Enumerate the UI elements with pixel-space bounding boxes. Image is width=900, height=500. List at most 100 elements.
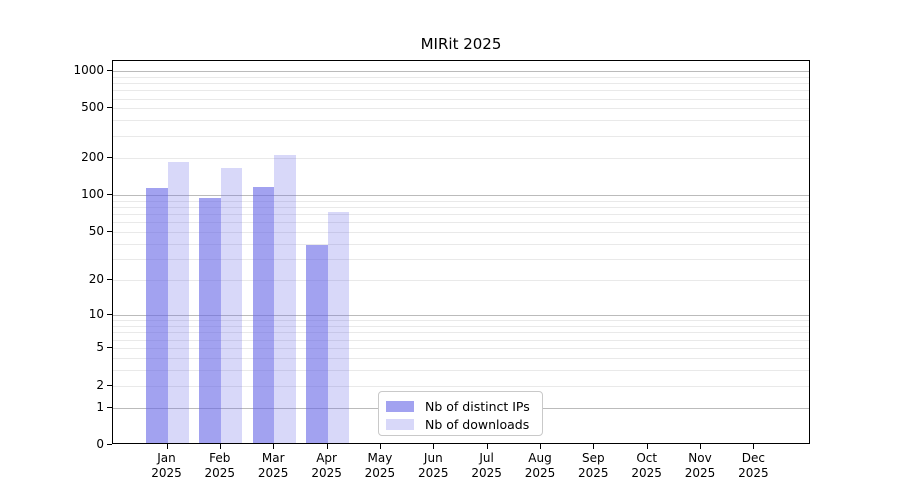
x-tick-label-aug: Aug 2025 [510, 451, 570, 481]
x-tick-year: 2025 [418, 466, 449, 480]
x-tick-label-nov: Nov 2025 [670, 451, 730, 481]
gridline-minor [113, 222, 809, 224]
gridline-minor [113, 332, 809, 334]
x-tick-month: Apr [316, 451, 337, 465]
x-tick-month: Nov [688, 451, 712, 465]
bar-downloads-feb [220, 167, 243, 443]
x-tick-month: Sep [581, 451, 605, 465]
gridline-major [113, 70, 809, 72]
y-tick-mark [107, 279, 112, 281]
y-tick-mark [107, 406, 112, 408]
x-tick-label-mar: Mar 2025 [243, 451, 303, 481]
gridline-minor [113, 339, 809, 341]
x-tick-year: 2025 [578, 466, 609, 480]
legend-entry-distinct-ips: Nb of distinct IPs [386, 397, 534, 415]
x-tick-year: 2025 [738, 466, 769, 480]
x-tick-year: 2025 [471, 466, 502, 480]
y-tick-label: 5 [96, 340, 104, 354]
gridline-minor [113, 357, 809, 359]
bar-downloads-mar [274, 154, 296, 443]
gridline-minor [113, 120, 809, 122]
plot-area [112, 60, 810, 444]
x-tick-year: 2025 [204, 466, 236, 480]
gridline-minor [113, 232, 809, 234]
y-tick-mark [107, 156, 112, 158]
x-tick-mark [753, 444, 755, 449]
x-tick-month: Dec [741, 451, 765, 465]
x-tick-month: Oct [636, 451, 658, 465]
bar-distinct-ips-mar [252, 187, 275, 443]
x-tick-label-dec: Dec 2025 [723, 451, 783, 481]
y-tick-mark [107, 69, 112, 71]
gridline-minor [113, 385, 809, 387]
gridline-minor [113, 207, 809, 208]
y-tick-label: 500 [81, 100, 104, 115]
gridline-major [113, 195, 809, 197]
x-tick-label-sep: Sep 2025 [563, 451, 623, 481]
gridline-minor [113, 326, 809, 327]
legend-label: Nb of downloads [425, 416, 530, 432]
bar-downloads-jan [167, 161, 189, 443]
x-tick-year: 2025 [257, 466, 289, 480]
y-tick-label: 2 [96, 377, 104, 392]
gridline-minor [113, 157, 809, 159]
gridline-minor [113, 200, 809, 202]
x-tick-month: Jan [157, 451, 176, 465]
gridline-minor [113, 320, 809, 322]
x-tick-month: May [367, 451, 393, 465]
y-tick-mark [107, 347, 112, 348]
x-tick-year: 2025 [684, 466, 716, 480]
x-tick-label-may: May 2025 [350, 451, 410, 481]
x-tick-label-jul: Jul 2025 [457, 451, 517, 481]
x-tick-mark [219, 444, 221, 449]
y-tick-mark [107, 231, 112, 233]
y-tick-label: 0 [96, 437, 104, 451]
y-tick-label: 20 [88, 272, 104, 287]
x-tick-year: 2025 [151, 466, 182, 480]
x-tick-mark [646, 444, 648, 449]
x-tick-mark [540, 444, 541, 449]
gridline-minor [113, 369, 809, 371]
x-tick-month: Feb [209, 451, 231, 465]
x-tick-mark [379, 444, 381, 449]
gridline-minor [113, 280, 809, 282]
gridline-minor [113, 243, 809, 245]
legend-swatch-distinct-ips [386, 400, 414, 412]
gridline-minor [113, 108, 809, 110]
x-tick-mark [700, 444, 701, 449]
x-tick-label-oct: Oct 2025 [617, 451, 677, 481]
gridline-minor [113, 214, 809, 216]
y-tick-mark [107, 107, 112, 109]
y-tick-label: 100 [81, 187, 104, 202]
x-tick-mark [486, 444, 488, 449]
legend-entry-downloads: Nb of downloads [386, 415, 534, 433]
x-tick-label-apr: Apr 2025 [297, 451, 357, 481]
x-tick-label-jan: Jan 2025 [137, 451, 197, 481]
x-tick-label-feb: Feb 2025 [190, 451, 250, 481]
y-tick-label: 10 [88, 307, 104, 322]
legend-swatch-downloads [386, 418, 414, 430]
x-tick-mark [593, 444, 595, 449]
x-tick-month: Mar [261, 451, 285, 465]
x-tick-label-jun: Jun 2025 [403, 451, 463, 481]
y-tick-mark [107, 444, 112, 445]
bar-distinct-ips-jan [146, 187, 168, 443]
bar-downloads-apr [327, 212, 350, 443]
y-tick-mark [107, 314, 112, 316]
bar-distinct-ips-apr [306, 244, 328, 443]
x-tick-month: Jun [423, 451, 443, 465]
legend-label: Nb of distinct IPs [425, 398, 530, 414]
y-tick-mark [107, 384, 112, 386]
y-tick-label: 50 [88, 224, 104, 239]
gridline-major [113, 315, 809, 317]
bar-distinct-ips-feb [199, 197, 221, 443]
y-tick-label: 1 [96, 399, 104, 414]
x-tick-mark [433, 444, 435, 449]
gridline-minor [113, 98, 809, 100]
gridline-minor [113, 82, 809, 84]
x-tick-month: Aug [528, 451, 552, 465]
gridline-minor [113, 348, 809, 349]
x-tick-mark [273, 444, 275, 449]
y-tick-label: 200 [81, 149, 104, 164]
